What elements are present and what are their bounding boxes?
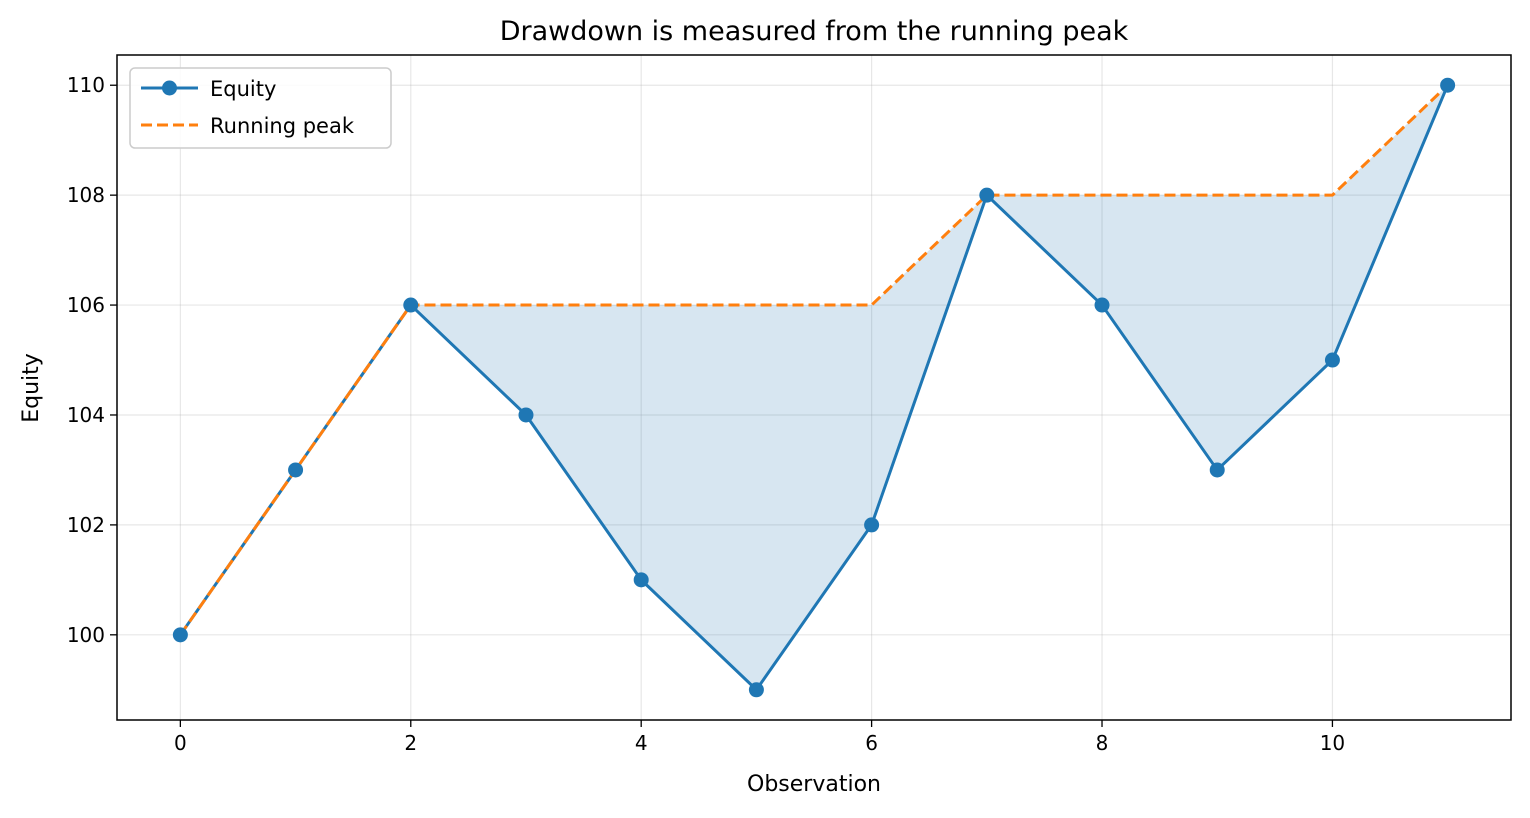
equity-point [518,407,534,423]
legend-equity-marker [162,80,177,96]
x-tick-label: 8 [1096,731,1109,755]
equity-point [633,572,649,588]
equity-point [288,462,304,478]
y-tick-label: 108 [67,183,105,207]
equity-point [1440,77,1456,93]
chart-title: Drawdown is measured from the running pe… [500,16,1129,47]
running-peak-line [179,84,1449,636]
y-tick-label: 104 [67,403,105,427]
x-tick-label: 6 [865,731,878,755]
legend: Equity Running peak [129,67,392,149]
x-axis-label: Observation [747,772,881,797]
y-tick-label: 106 [67,293,105,317]
equity-point [1324,352,1340,368]
x-tick-label: 2 [404,731,417,755]
axis-ticks: 0 2 4 6 8 10 100 102 104 106 108 110 [67,73,1345,755]
x-tick-label: 0 [174,731,187,755]
equity-point [403,297,419,313]
legend-equity-label: Equity [210,77,276,101]
y-axis-label: Equity [19,353,44,423]
y-tick-label: 102 [67,513,105,537]
y-tick-label: 110 [67,73,105,97]
series-markers [172,77,1456,698]
equity-point [748,682,764,698]
equity-point [1094,297,1110,313]
drawdown-fill [180,85,1448,690]
equity-point [1209,462,1225,478]
equity-point [864,517,880,533]
equity-point [979,187,995,203]
series-lines [179,84,1450,692]
legend-running-peak-label: Running peak [210,114,355,138]
y-tick-label: 100 [67,623,105,647]
x-tick-label: 4 [635,731,648,755]
plot-frame [116,54,1512,721]
equity-point [172,627,188,643]
x-tick-label: 10 [1320,731,1345,755]
drawdown-area [180,85,1448,690]
